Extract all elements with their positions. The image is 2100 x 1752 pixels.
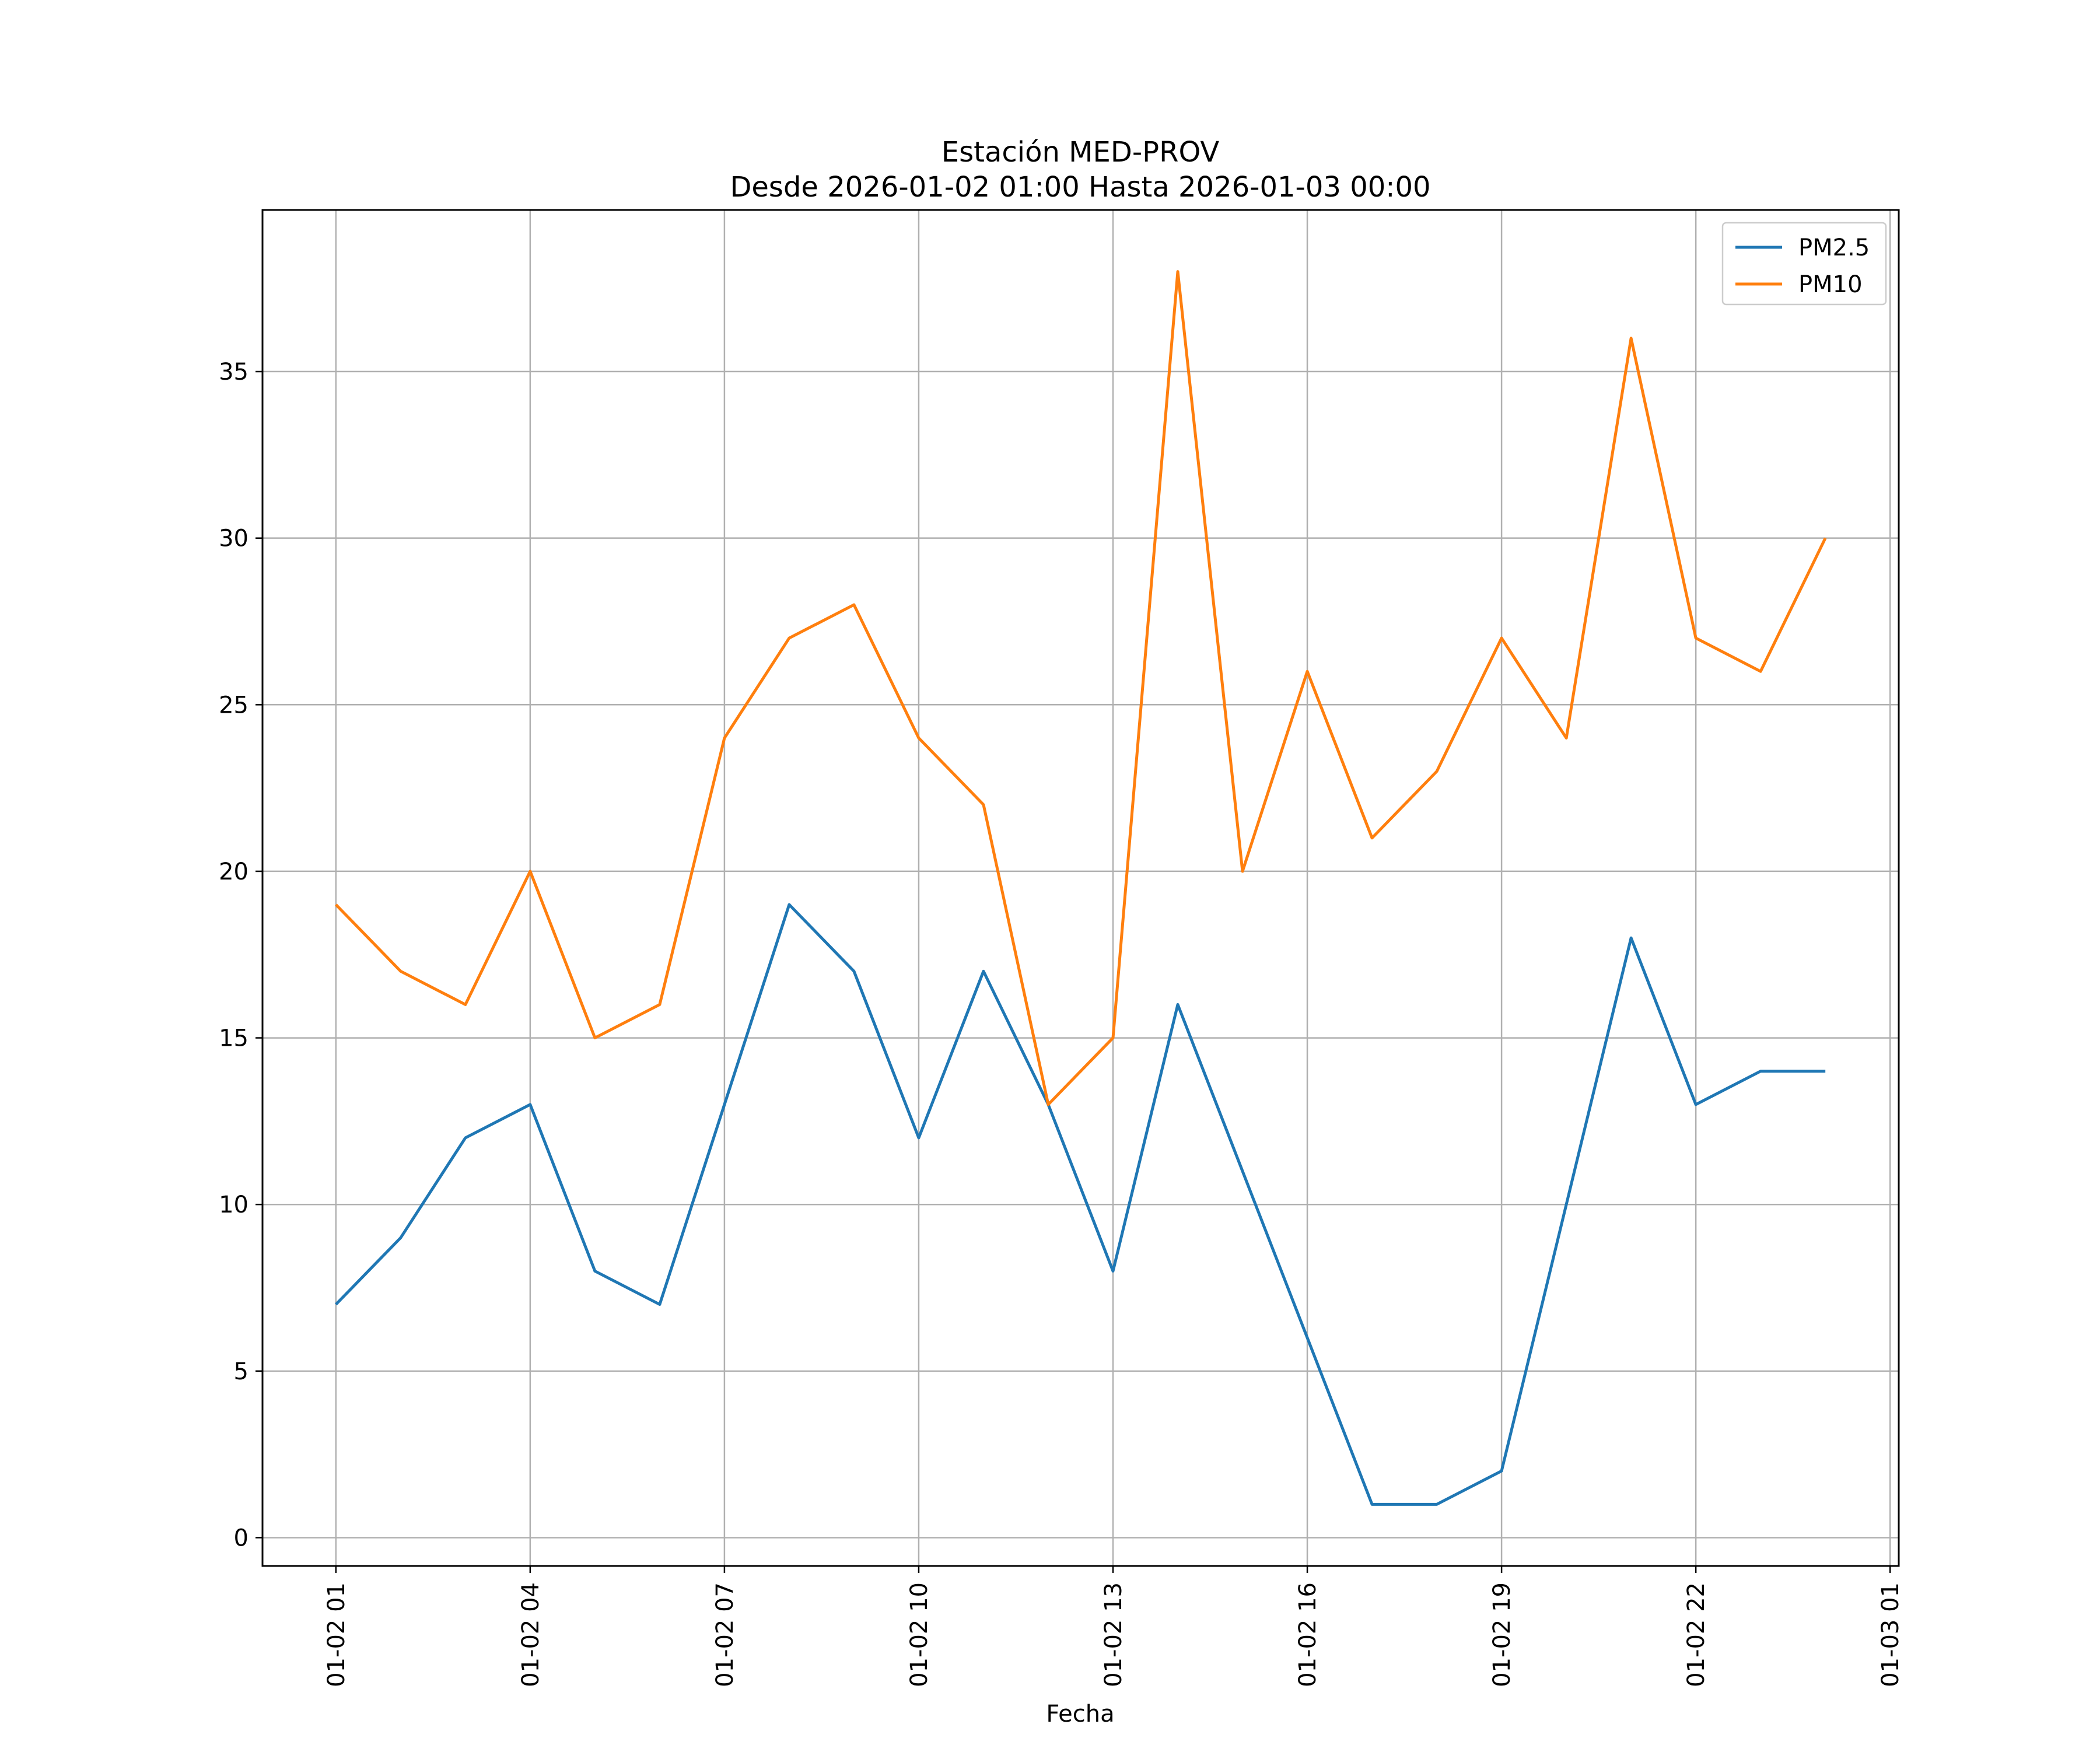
- y-tick-label: 10: [219, 1192, 249, 1218]
- x-tick-label: 01-02 07: [712, 1582, 738, 1687]
- series-line-pm10: [335, 270, 1827, 1106]
- series-lines: [335, 270, 1827, 1506]
- series-line-pm2-5: [335, 903, 1826, 1506]
- x-tick-label: 01-03 01: [1877, 1582, 1904, 1687]
- x-tick-label: 01-02 10: [906, 1582, 933, 1687]
- legend: PM2.5 PM10: [1721, 222, 1887, 306]
- plot-area-frame: [261, 209, 1900, 1567]
- axes: 0 5 10 15 20 25 30 35 01-02 01 01-02 04 01-02 07 01…: [219, 359, 1904, 1687]
- x-tick-label: 01-02 01: [323, 1582, 350, 1687]
- y-tick-label: 25: [219, 692, 249, 719]
- x-tick-label: 01-02 22: [1683, 1582, 1710, 1687]
- x-tick-label: 01-02 16: [1294, 1582, 1321, 1687]
- chart-title: Estación MED-PROV: [942, 136, 1220, 169]
- x-tick-label: 01-02 04: [517, 1582, 544, 1687]
- y-tick-label: 0: [234, 1525, 249, 1551]
- grid-lines: [262, 210, 1899, 1566]
- y-tick-label: 5: [234, 1358, 249, 1385]
- x-tick-label: 01-02 13: [1100, 1582, 1127, 1687]
- y-tick-label: 30: [219, 525, 249, 552]
- y-tick-label: 20: [219, 859, 249, 885]
- x-tick-label: 01-02 19: [1489, 1582, 1516, 1687]
- y-tick-label: 15: [219, 1025, 249, 1052]
- legend-label-pm10: PM10: [1798, 271, 1863, 298]
- legend-label-pm2-5: PM2.5: [1798, 234, 1870, 261]
- y-tick-label: 35: [219, 359, 249, 386]
- chart-subtitle: Desde 2026-01-02 01:00 Hasta 2026-01-03 …: [730, 171, 1430, 204]
- x-axis-label: Fecha: [1046, 1701, 1114, 1728]
